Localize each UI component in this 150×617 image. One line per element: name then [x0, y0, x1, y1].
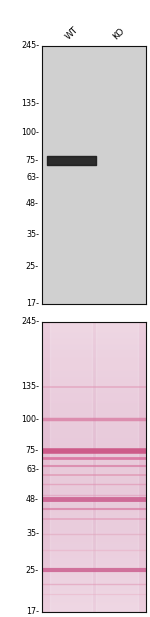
Text: 75-: 75-: [26, 156, 39, 165]
Text: 245-: 245-: [21, 41, 39, 51]
Text: 245-: 245-: [21, 318, 39, 326]
Text: 17-: 17-: [26, 299, 39, 308]
Text: 48-: 48-: [26, 199, 39, 208]
Text: WT: WT: [64, 25, 80, 41]
Text: 75-: 75-: [26, 446, 39, 455]
Text: 25-: 25-: [26, 262, 39, 271]
Text: 100-: 100-: [21, 415, 39, 424]
Text: KO: KO: [112, 26, 127, 41]
Text: 35-: 35-: [26, 529, 39, 538]
Text: 17-: 17-: [26, 608, 39, 616]
Text: 48-: 48-: [26, 495, 39, 503]
Text: 63-: 63-: [26, 173, 39, 182]
Text: 63-: 63-: [26, 465, 39, 474]
Text: 135-: 135-: [21, 99, 39, 108]
Text: 25-: 25-: [26, 566, 39, 574]
Text: 135-: 135-: [21, 383, 39, 391]
Text: 100-: 100-: [21, 128, 39, 137]
Text: 35-: 35-: [26, 230, 39, 239]
